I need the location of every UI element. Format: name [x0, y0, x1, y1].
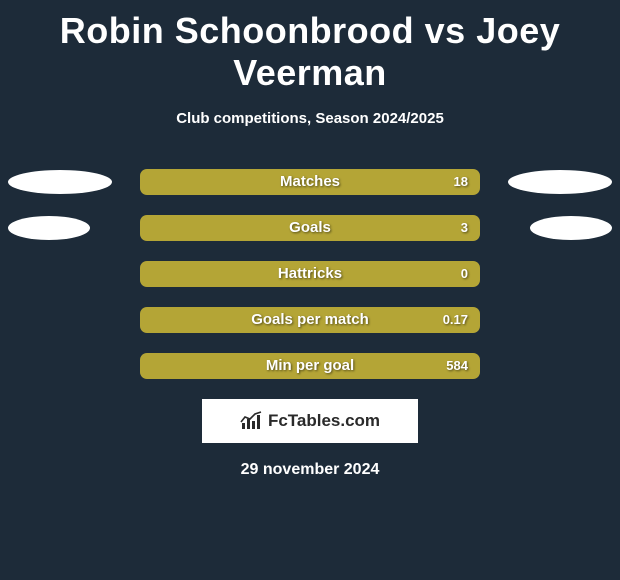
stat-bar-track	[140, 169, 480, 195]
subtitle: Club competitions, Season 2024/2025	[0, 110, 620, 127]
player-right-ellipse	[508, 170, 612, 194]
stat-bar-fill	[140, 215, 480, 241]
stat-row: Matches18	[0, 169, 620, 195]
brand-chart-icon	[240, 411, 264, 431]
brand-box: FcTables.com	[202, 399, 418, 443]
stat-bar-fill	[140, 353, 480, 379]
stat-row: Hattricks0	[0, 261, 620, 287]
comparison-chart: Matches18 Goals3 Hattricks0 Goals per match…	[0, 169, 620, 379]
page-title: Robin Schoonbrood vs Joey Veerman	[0, 0, 620, 94]
stat-bar-track	[140, 353, 480, 379]
stat-bar-fill	[140, 169, 480, 195]
stat-bar-track	[140, 215, 480, 241]
player-left-ellipse	[8, 216, 90, 240]
player-left-ellipse	[8, 170, 112, 194]
date-label: 29 november 2024	[0, 461, 620, 479]
stat-row: Goals3	[0, 215, 620, 241]
stat-bar-track	[140, 261, 480, 287]
player-right-ellipse	[530, 216, 612, 240]
brand-text: FcTables.com	[268, 411, 380, 431]
stat-row: Goals per match0.17	[0, 307, 620, 333]
stat-row: Min per goal584	[0, 353, 620, 379]
stat-bar-track	[140, 307, 480, 333]
stat-bar-fill	[140, 261, 480, 287]
stat-bar-fill	[140, 307, 480, 333]
